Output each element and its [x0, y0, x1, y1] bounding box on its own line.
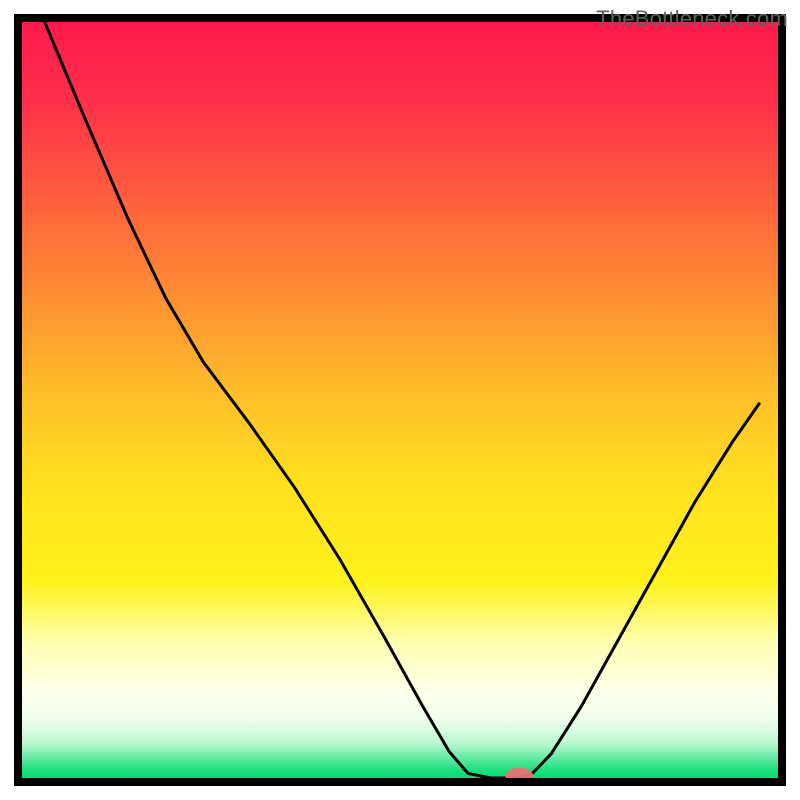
chart-svg: [0, 0, 800, 800]
bottleneck-chart: TheBottleneck.com: [0, 0, 800, 800]
watermark-text: TheBottleneck.com: [596, 6, 788, 32]
